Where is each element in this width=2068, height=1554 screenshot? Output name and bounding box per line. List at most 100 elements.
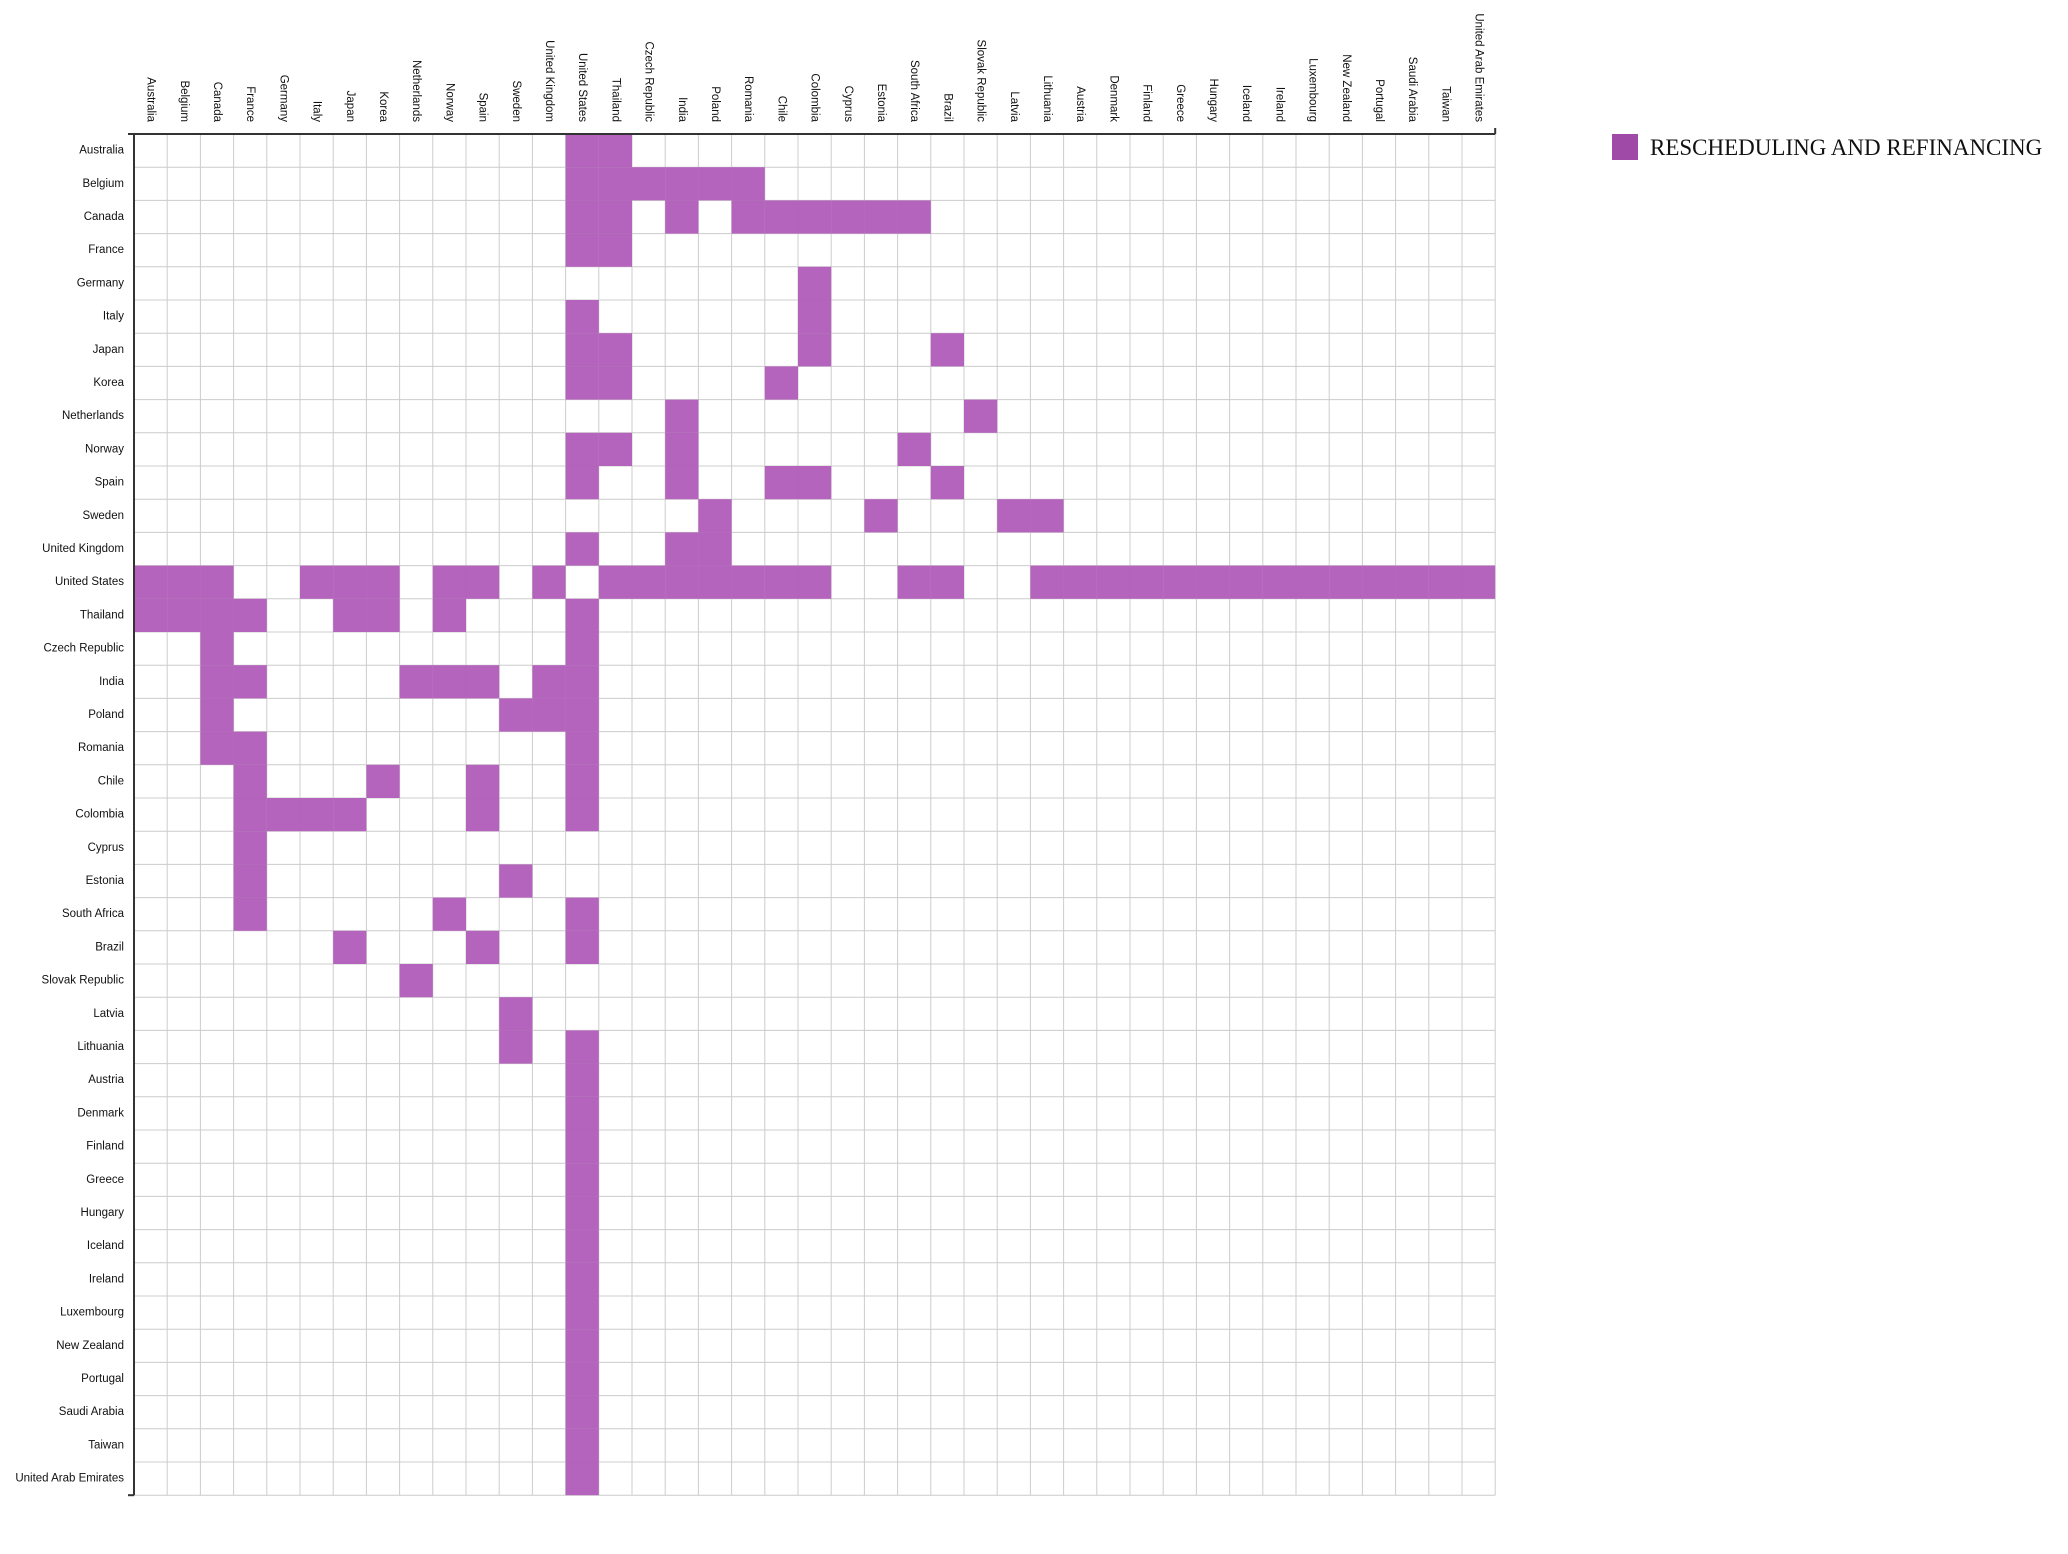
y-tick-label: United Kingdom	[42, 543, 124, 555]
heatmap-cell	[798, 266, 832, 300]
heatmap-cell	[632, 565, 666, 599]
heatmap-cell	[432, 665, 466, 699]
x-tick-label: India	[676, 97, 688, 123]
heatmap-cell	[598, 565, 632, 599]
x-tick-label: Romania	[742, 76, 754, 123]
x-tick-label: Ireland	[1273, 87, 1285, 122]
heatmap-cell	[930, 466, 964, 500]
heatmap-cell	[300, 798, 334, 832]
y-tick-label: Ireland	[89, 1273, 124, 1285]
x-tick-label: Netherlands	[410, 60, 422, 122]
heatmap-cell	[565, 698, 599, 732]
heatmap-cell	[333, 930, 367, 964]
x-tick-label: Hungary	[1207, 79, 1219, 123]
x-tick-label: Denmark	[1107, 75, 1119, 122]
y-tick-label: Chile	[98, 775, 124, 787]
heatmap-cell	[333, 598, 367, 632]
heatmap-cell	[399, 665, 433, 699]
heatmap-cell	[167, 565, 201, 599]
y-tick-label: Australia	[79, 145, 124, 157]
heatmap-cell	[233, 798, 267, 832]
heatmap-cell	[698, 167, 732, 201]
heatmap-cell	[598, 366, 632, 400]
heatmap-cell	[565, 1262, 599, 1296]
heatmap-cell	[1229, 565, 1263, 599]
x-tick-labels: Australia Belgium Canada France Germany Italy…	[145, 13, 1485, 122]
heatmap-cell	[997, 499, 1031, 533]
y-tick-label: Greece	[86, 1174, 124, 1186]
y-tick-label: Norway	[85, 443, 124, 455]
y-tick-label: New Zealand	[56, 1340, 124, 1352]
heatmap-cell	[134, 598, 168, 632]
heatmap-cell	[665, 565, 699, 599]
heatmap-cell	[964, 399, 998, 433]
heatmap-cell	[598, 333, 632, 367]
heatmap-cell	[764, 200, 798, 234]
x-tick-label: Chile	[775, 96, 787, 122]
x-tick-label: Estonia	[875, 84, 887, 123]
heatmap-cell	[233, 864, 267, 898]
heatmap-cell	[432, 897, 466, 931]
heatmap-cell	[930, 333, 964, 367]
y-tick-label: Italy	[103, 311, 124, 323]
heatmap-cell	[167, 598, 201, 632]
heatmap-cell	[565, 1096, 599, 1130]
x-tick-label: Iceland	[1240, 85, 1252, 122]
heatmap-cell	[764, 565, 798, 599]
heatmap-cell	[665, 399, 699, 433]
x-tick-label: Luxembourg	[1307, 58, 1319, 122]
heatmap-cell	[798, 300, 832, 334]
y-tick-label: Iceland	[87, 1240, 124, 1252]
heatmap-cell	[565, 1462, 599, 1496]
x-tick-label: Greece	[1174, 84, 1186, 122]
x-tick-label: Latvia	[1008, 91, 1020, 122]
heatmap-cell	[233, 764, 267, 798]
heatmap-cell	[1130, 565, 1164, 599]
heatmap-cell	[1196, 565, 1230, 599]
x-tick-label: Spain	[477, 93, 489, 122]
heatmap-cell	[1063, 565, 1097, 599]
heatmap-cell	[466, 930, 500, 964]
y-tick-label: United States	[55, 576, 124, 588]
x-tick-label: Australia	[145, 77, 157, 122]
heatmap-cell	[366, 598, 400, 632]
heatmap-cell	[565, 532, 599, 566]
x-tick-label: United Arab Emirates	[1473, 13, 1485, 122]
heatmap-cell	[499, 1030, 533, 1064]
heatmap-cell	[798, 466, 832, 500]
heatmap-cell	[565, 1229, 599, 1263]
heatmap-cell	[466, 764, 500, 798]
x-tick-label: Colombia	[809, 73, 821, 122]
heatmap-cell	[565, 1428, 599, 1462]
y-tick-label: Hungary	[81, 1207, 125, 1219]
axes	[128, 128, 1497, 1497]
y-tick-label: Austria	[88, 1074, 124, 1086]
heatmap-cell	[532, 565, 566, 599]
y-tick-label: Belgium	[82, 178, 124, 190]
heatmap-cell	[598, 200, 632, 234]
heatmap-cell	[1329, 565, 1363, 599]
heatmap-cell	[200, 731, 234, 765]
heatmap-cell	[565, 1329, 599, 1363]
y-tick-label: Cyprus	[88, 842, 125, 854]
heatmap-cell	[565, 366, 599, 400]
y-tick-label: Japan	[93, 344, 124, 356]
heatmap-cell	[565, 134, 599, 168]
heatmap-cell	[731, 200, 765, 234]
x-tick-label: Japan	[344, 91, 356, 122]
x-tick-label: New Zealand	[1340, 54, 1352, 122]
heatmap-cell	[565, 1362, 599, 1396]
y-tick-label: Spain	[95, 477, 124, 489]
heatmap-cell	[565, 632, 599, 666]
heatmap-cell	[598, 233, 632, 267]
y-tick-label: France	[88, 244, 124, 256]
heatmap-cell	[1030, 565, 1064, 599]
heatmap-cell	[1163, 565, 1197, 599]
heatmap-cell	[532, 665, 566, 699]
x-tick-label: Slovak Republic	[975, 40, 987, 123]
y-tick-label: Lithuania	[77, 1041, 124, 1053]
heatmap-cell	[565, 731, 599, 765]
heatmap-cell	[565, 1395, 599, 1429]
heatmap-cell	[864, 499, 898, 533]
y-tick-label: Korea	[93, 377, 124, 389]
